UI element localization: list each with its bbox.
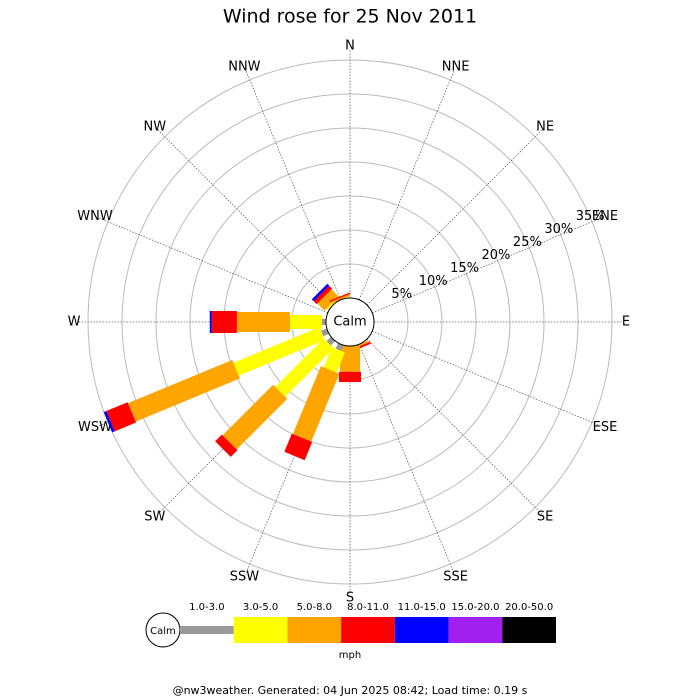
- legend-calm-label: Calm: [150, 626, 176, 637]
- spoke: [98, 217, 328, 314]
- direction-label: NNE: [442, 60, 470, 75]
- spoke: [358, 70, 455, 300]
- ring-label: 35%: [576, 209, 605, 224]
- legend-label: 1.0-3.0: [189, 602, 224, 613]
- direction-label: SSW: [230, 569, 260, 584]
- legend-swatch: [180, 626, 234, 634]
- wind-bar: [275, 338, 334, 397]
- wind-bar: [340, 346, 360, 372]
- wind-bar: [339, 371, 361, 383]
- legend-label: 15.0-20.0: [451, 602, 499, 613]
- legend-unit: mph: [339, 650, 361, 661]
- legend-label: 3.0-5.0: [243, 602, 278, 613]
- ring: [155, 127, 545, 517]
- direction-label: NE: [536, 119, 554, 134]
- wind-bar: [323, 347, 345, 373]
- wind-bar: [236, 312, 290, 332]
- wind-bar: [106, 402, 137, 432]
- direction-label: S: [346, 591, 354, 606]
- wind-bar: [103, 411, 115, 433]
- wind-bar: [292, 366, 340, 442]
- direction-label: N: [345, 39, 355, 54]
- spoke: [372, 330, 602, 427]
- spoke: [358, 344, 455, 574]
- calm-label: Calm: [333, 315, 366, 330]
- wind-bar: [321, 319, 326, 325]
- wind-bar: [289, 315, 322, 329]
- legend-swatch: [341, 617, 395, 643]
- direction-label: WSW: [78, 420, 112, 435]
- wind-bar: [311, 283, 330, 302]
- direction-label: NNW: [228, 60, 260, 75]
- direction-label: WNW: [77, 209, 113, 224]
- wind-bar: [215, 434, 238, 457]
- legend-swatch: [287, 617, 342, 643]
- spoke: [366, 129, 543, 306]
- ring-label: 5%: [391, 287, 412, 302]
- direction-label: SW: [144, 510, 165, 525]
- legend-label: 20.0-50.0: [505, 602, 553, 613]
- legend-swatch: [233, 617, 288, 643]
- spoke: [245, 70, 342, 300]
- wind-bar: [284, 433, 313, 461]
- spoke: [157, 129, 334, 306]
- spoke: [372, 217, 602, 314]
- wind-bar: [329, 292, 351, 303]
- direction-label: NW: [144, 119, 167, 134]
- chart-title: Wind rose for 25 Nov 2011: [223, 6, 477, 28]
- wind-bar: [127, 359, 240, 422]
- legend-swatch: [394, 617, 449, 643]
- direction-label: SE: [537, 510, 553, 525]
- wind-bar: [211, 311, 237, 333]
- wind-bar: [330, 294, 351, 304]
- ring-label: 15%: [450, 261, 479, 276]
- ring-label: 10%: [419, 274, 448, 289]
- calm-circle: [325, 297, 375, 347]
- ring-label: 25%: [513, 235, 542, 250]
- direction-label: SSE: [443, 569, 468, 584]
- ring-label: 30%: [544, 222, 573, 237]
- legend-label: 11.0-15.0: [398, 602, 446, 613]
- wind-bar: [313, 285, 333, 305]
- direction-label: W: [68, 315, 81, 330]
- wind-bar: [222, 384, 288, 450]
- legend-swatch: [502, 617, 556, 643]
- wind-bar: [233, 327, 325, 376]
- legend-swatch: [448, 617, 503, 643]
- spoke: [245, 344, 342, 574]
- ring-label: 20%: [482, 248, 511, 263]
- spoke: [366, 338, 543, 515]
- legend-label: 5.0-8.0: [297, 602, 332, 613]
- wind-bar: [209, 311, 212, 333]
- direction-label: E: [622, 315, 630, 330]
- direction-label: ENE: [592, 209, 618, 224]
- wind-bar: [317, 289, 339, 311]
- legend-label: 8.0-11.0: [347, 602, 389, 613]
- direction-label: ESE: [593, 420, 618, 435]
- footer-note: @nw3weather. Generated: 04 Jun 2025 08:4…: [173, 684, 528, 697]
